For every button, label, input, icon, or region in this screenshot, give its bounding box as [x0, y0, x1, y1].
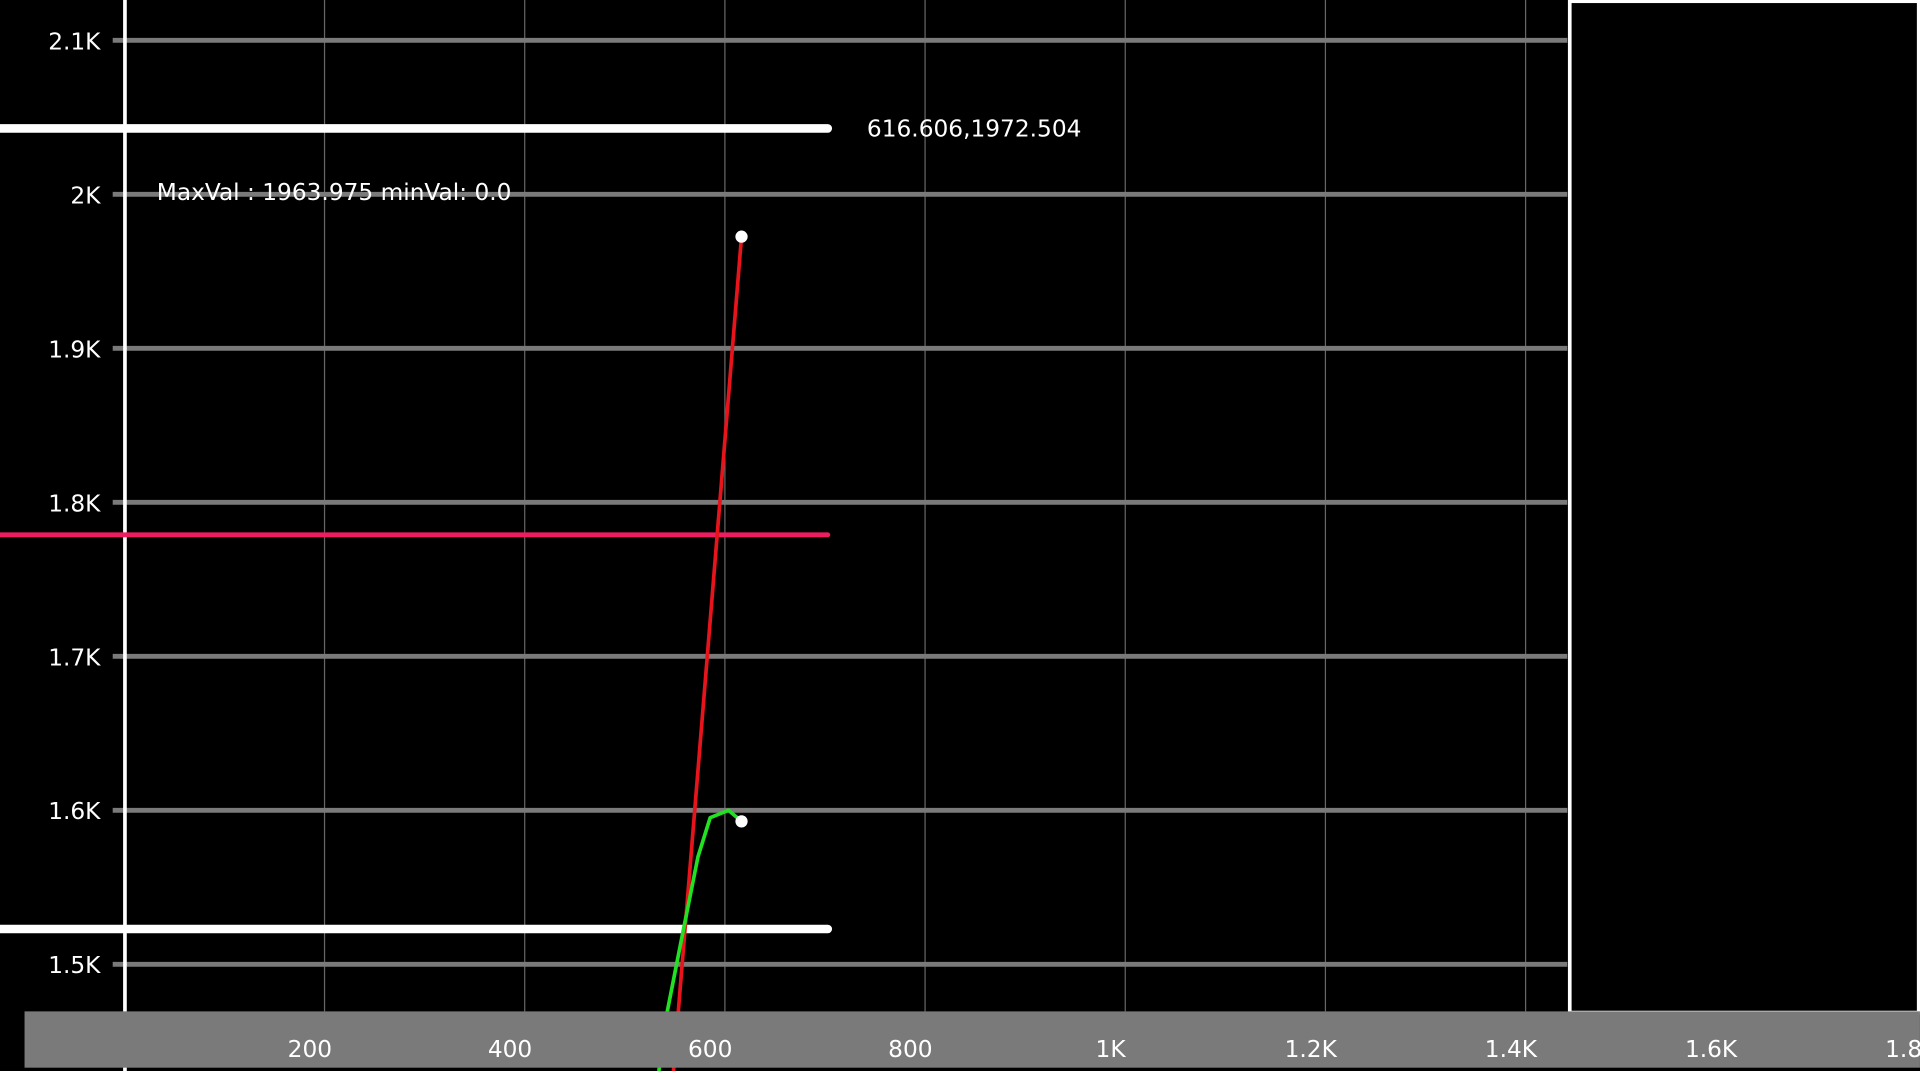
x-tick-label: 800 [888, 1036, 932, 1063]
y-tick-label: 2K [70, 182, 101, 209]
y-tick-label: 1.6K [48, 798, 101, 825]
max-min-readout: MaxVal : 1963.975 minVal: 0.0 [157, 179, 512, 206]
x-tick-label: 200 [288, 1036, 332, 1063]
y-tick-label: 1.9K [48, 336, 101, 363]
series-line [657, 808, 743, 1071]
x-axis-bar [24, 1011, 1920, 1068]
x-tick-label: 1.2K [1285, 1036, 1338, 1063]
end-point [735, 815, 748, 828]
x-tick-label: 1.4K [1485, 1036, 1538, 1063]
cursor-readout: 616.606,1972.504 [867, 115, 1081, 142]
end-point [735, 230, 748, 243]
y-tick-label: 1.5K [48, 952, 101, 979]
y-tick-label: 2.1K [48, 28, 101, 55]
x-tick-label: 1.6K [1685, 1036, 1738, 1063]
y-tick-label: 1.7K [48, 644, 101, 671]
y-tick-label: 1.8K [48, 490, 101, 517]
x-tick-label: 400 [488, 1036, 532, 1063]
x-tick-label: 600 [688, 1036, 732, 1063]
x-tick-label: 1.8K [1885, 1036, 1920, 1063]
x-tick-label: 1K [1096, 1036, 1127, 1063]
side-panel [1567, 0, 1920, 1015]
